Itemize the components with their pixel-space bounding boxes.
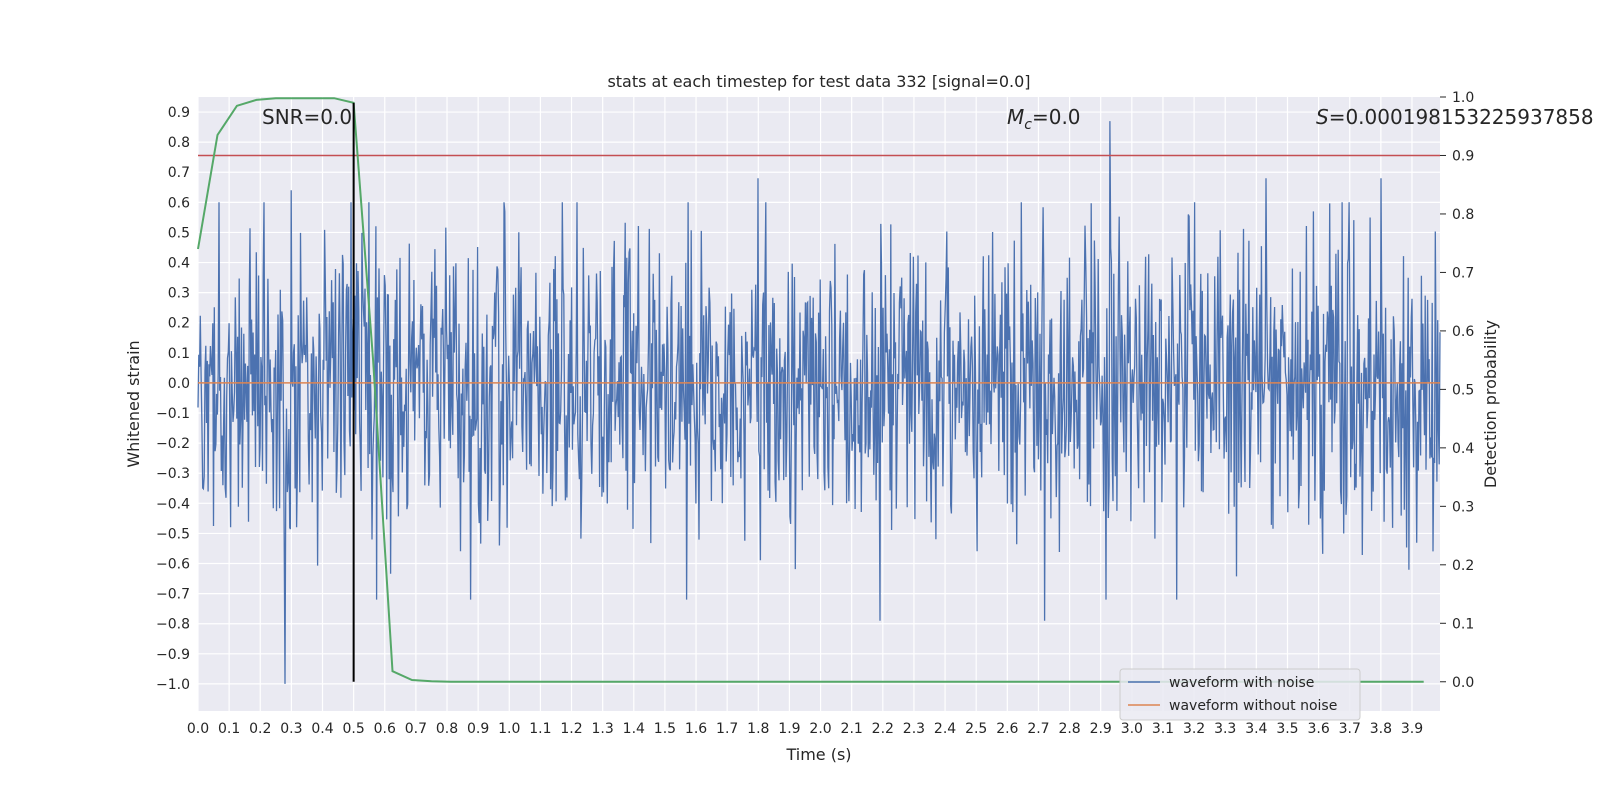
x-tick-label: 1.7 [716, 721, 738, 737]
y-axis-label: Whitened strain [124, 340, 143, 467]
x-tick-label: 3.3 [1214, 721, 1236, 737]
x-tick-label: 1.6 [685, 721, 707, 737]
ticks: 0.0 0.1 0.2 0.3 0.4 0.5 0.6 0.7 0.8 0.9 1.0 1.1 1.2 1… [156, 90, 1474, 737]
x-tick-label: 2.6 [996, 721, 1018, 737]
x-tick-label: 3.2 [1183, 721, 1205, 737]
y2-tick-label: 0.6 [1452, 324, 1474, 340]
legend-label-waveform-without-noise: waveform without noise [1169, 698, 1337, 714]
x-tick-label: 1.3 [592, 721, 614, 737]
x-tick-label: 3.9 [1401, 721, 1423, 737]
s-value: =0.000198153225937858 [1329, 105, 1594, 129]
x-axis-label: Time (s) [785, 745, 851, 764]
x-tick-label: 3.6 [1307, 721, 1329, 737]
x-tick-label: 0.1 [218, 721, 240, 737]
legend: waveform with noise waveform without noi… [1119, 668, 1361, 721]
y-tick-label: −0.5 [156, 526, 190, 542]
chirp-mass-subscript: c [1024, 117, 1032, 133]
x-tick-label: 3.8 [1370, 721, 1392, 737]
y-tick-label: 0.9 [168, 105, 190, 121]
x-tick-label: 0.4 [311, 721, 333, 737]
x-tick-label: 2.5 [965, 721, 987, 737]
y2-tick-label: 0.7 [1452, 265, 1474, 281]
x-tick-label: 1.1 [529, 721, 551, 737]
legend-label-waveform-with-noise: waveform with noise [1169, 675, 1314, 691]
series-detection-probability [197, 97, 1424, 683]
x-tick-label: 1.8 [747, 721, 769, 737]
x-tick-label: 1.5 [654, 721, 676, 737]
y-tick-label: −0.8 [156, 617, 190, 633]
chirp-mass-annotation: Mc=0.0 [1007, 105, 1081, 133]
x-tick-label: 0.0 [187, 721, 209, 737]
y-tick-label: −0.9 [156, 647, 190, 663]
x-tick-label: 2.2 [872, 721, 894, 737]
y2-tick-label: 0.0 [1452, 675, 1474, 691]
series-waveform-with-noise [197, 121, 1441, 684]
y-tick-label: 0.2 [168, 316, 190, 332]
y-tick-label: 0.4 [168, 256, 190, 272]
legend-box [1119, 668, 1361, 721]
x-tick-label: 3.4 [1245, 721, 1267, 737]
x-tick-label: 0.8 [436, 721, 458, 737]
x-tick-label: 2.4 [934, 721, 956, 737]
y-tick-label: −0.4 [156, 496, 190, 512]
x-tick-label: 0.6 [374, 721, 396, 737]
chart-title: stats at each timestep for test data 332… [607, 72, 1030, 91]
x-tick-label: 2.8 [1058, 721, 1080, 737]
y-tick-label: 0.7 [168, 165, 190, 181]
y2-tick-label: 1.0 [1452, 90, 1474, 106]
y-tick-label: 0.0 [168, 376, 190, 392]
y-tick-label: 0.3 [168, 286, 190, 302]
x-tick-label: 1.2 [560, 721, 582, 737]
y2-tick-label: 0.8 [1452, 207, 1474, 223]
x-tick-label: 1.4 [623, 721, 645, 737]
s-annotation: S=0.000198153225937858 [1316, 105, 1594, 129]
snr-annotation: SNR=0.0 [262, 105, 352, 129]
x-tick-label: 2.7 [1027, 721, 1049, 737]
x-tick-label: 0.5 [343, 721, 365, 737]
y-tick-label: −0.3 [156, 466, 190, 482]
x-tick-label: 2.0 [809, 721, 831, 737]
x-tick-label: 0.7 [405, 721, 427, 737]
x-tick-label: 3.5 [1276, 721, 1298, 737]
y-tick-label: 0.8 [168, 135, 190, 151]
chirp-mass-symbol: M [1007, 105, 1024, 129]
y2-tick-label: 0.2 [1452, 558, 1474, 574]
x-tick-label: 3.0 [1121, 721, 1143, 737]
x-tick-label: 2.1 [841, 721, 863, 737]
y-tick-label: −0.2 [156, 436, 190, 452]
x-tick-label: 3.7 [1339, 721, 1361, 737]
y2-axis-label: Detection probability [1481, 320, 1500, 488]
x-tick-label: 0.2 [249, 721, 271, 737]
y2-tick-label: 0.4 [1452, 441, 1474, 457]
y-tick-label: −0.1 [156, 406, 190, 422]
y2-tick-label: 0.1 [1452, 616, 1474, 632]
y-tick-label: −0.6 [156, 557, 190, 573]
y-tick-label: 0.5 [168, 225, 190, 241]
y2-tick-label: 0.9 [1452, 148, 1474, 164]
chirp-mass-value: =0.0 [1032, 105, 1081, 129]
y2-tick-label: 0.3 [1452, 499, 1474, 515]
y2-tick-label: 0.5 [1452, 382, 1474, 398]
x-tick-label: 2.9 [1090, 721, 1112, 737]
x-tick-label: 1.9 [778, 721, 800, 737]
x-tick-label: 0.3 [280, 721, 302, 737]
series-layer [197, 97, 1441, 684]
y-tick-label: 0.6 [168, 195, 190, 211]
x-tick-label: 1.0 [498, 721, 520, 737]
y-tick-label: −0.7 [156, 587, 190, 603]
y-tick-label: −1.0 [156, 677, 190, 693]
x-tick-label: 3.1 [1152, 721, 1174, 737]
x-tick-label: 2.3 [903, 721, 925, 737]
s-symbol: S [1316, 105, 1329, 129]
x-tick-label: 0.9 [467, 721, 489, 737]
y-tick-label: 0.1 [168, 346, 190, 362]
